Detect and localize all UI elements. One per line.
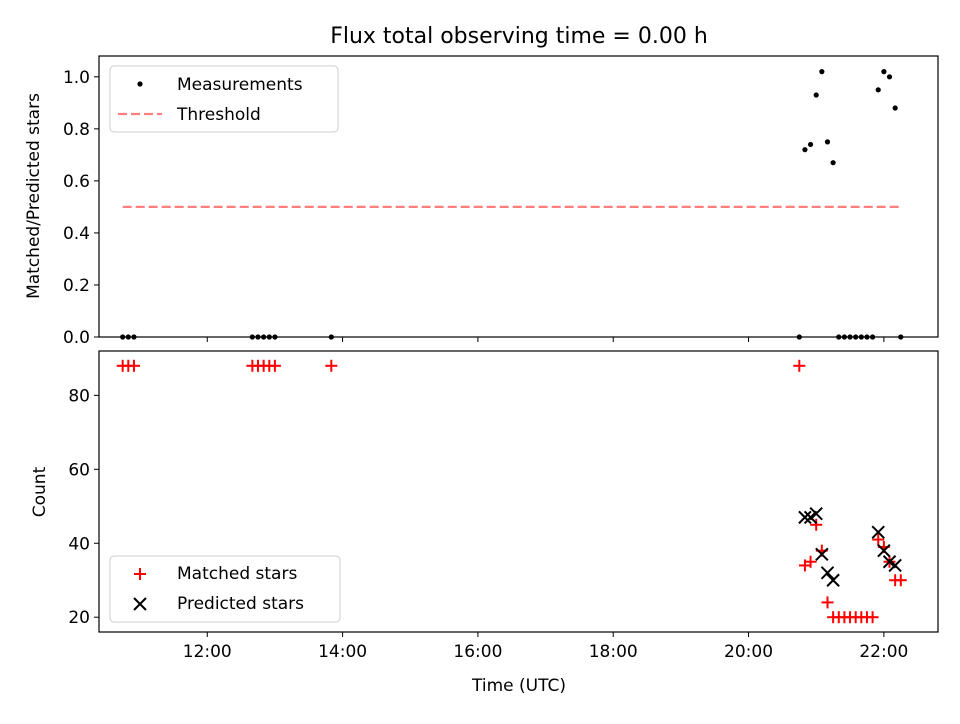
x-tick-label: 20:00 [724,642,773,662]
top-legend: Measurements Threshold [109,65,339,133]
legend-predicted-label: Predicted stars [177,594,304,614]
legend-predicted-marker [133,597,147,611]
legend-threshold-label: Threshold [176,105,261,125]
predicted-star-point [809,506,823,521]
top-panel: 0.0 0.2 0.4 0.6 0.8 1.0 [63,55,939,348]
matched-star-point [872,533,885,546]
y-tick-label: 0.8 [63,120,90,140]
measurement-point [830,160,836,166]
x-tick-label: 18:00 [589,642,638,662]
y-tick-label: 0.4 [63,224,90,244]
predicted-star-point [815,547,829,562]
measurement-point [886,74,893,80]
measurement-point [881,69,887,75]
matched-star-point [793,359,806,372]
y-tick-label: 0.2 [63,276,90,296]
measurement-point [875,87,881,93]
top-legend-box [109,65,339,133]
legend-measurements-label: Measurements [177,75,303,95]
measurement-point [802,147,808,153]
y-tick-label: 0.0 [63,328,90,348]
matched-star-point [894,574,907,587]
bottom-y-axis-label: Count [30,466,50,517]
matched-star-point [127,359,140,372]
axes-frame [98,350,939,633]
bottom-legend-box [109,555,341,623]
predicted-star-point [820,566,835,580]
matched-star-point [325,359,338,372]
legend-matched-marker [134,568,146,580]
predicted-star-point [871,525,885,539]
matched-star-point [866,611,879,624]
bottom-panel: 20 40 60 80 12:00 14:00 16:00 18:00 20:00 22:00 [68,350,939,662]
y-tick-label: 1.0 [63,68,90,88]
top-y-axis-label: Matched/Predicted stars [24,93,44,299]
matched-star-point [810,518,823,531]
y-tick-label: 60 [68,460,90,480]
measurement-point [824,139,831,145]
measurement-point [819,69,825,75]
x-tick-label: 16:00 [453,642,502,662]
matched-star-point [821,596,834,609]
axes-frame [98,55,939,338]
matched-star-point [804,555,817,568]
y-tick-label: 40 [68,534,90,554]
measurement-point [813,92,819,98]
y-tick-label: 0.6 [63,172,90,192]
x-tick-label: 14:00 [318,642,367,662]
chart-title: Flux total observing time = 0.00 h [330,24,708,49]
legend-matched-label: Matched stars [177,564,297,584]
y-tick-label: 20 [68,608,90,628]
y-tick-label: 80 [68,386,90,406]
measurement-point [807,141,814,148]
x-tick-label: 22:00 [859,642,908,662]
x-axis-label: Time (UTC) [471,676,566,696]
predicted-star-point [877,543,891,558]
matched-star-point [268,359,281,372]
legend-measurements-marker [137,81,143,87]
bottom-legend: Matched stars Predicted stars [109,555,341,623]
predicted-star-point [798,510,812,525]
measurement-point [892,105,898,111]
predicted-star-point [826,573,840,587]
predicted-star-point [888,558,902,573]
x-tick-label: 12:00 [183,642,232,662]
